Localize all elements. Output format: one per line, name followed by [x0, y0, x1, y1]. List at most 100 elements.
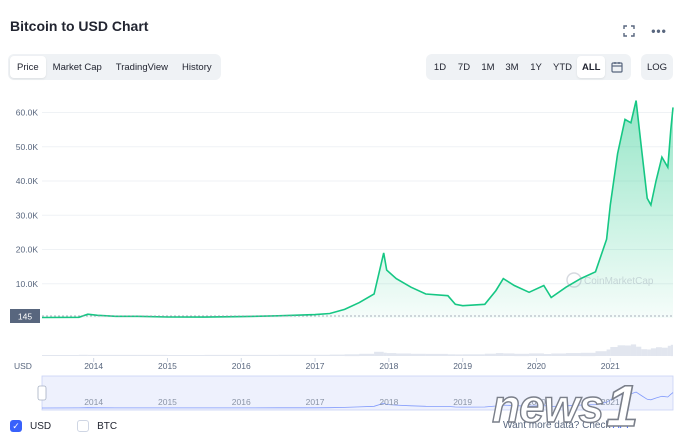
volume-bar — [630, 344, 637, 356]
x-tick-label: 2015 — [158, 361, 177, 371]
volume-bar — [514, 353, 530, 357]
range-3m-button[interactable]: 3M — [505, 61, 519, 73]
x-tick-label: 2019 — [453, 361, 472, 371]
price-chart[interactable]: 60.0K 50.0K 40.0K 30.0K 20.0K 10.0K 145 USD 2… — [0, 90, 680, 420]
volume-bar — [167, 355, 205, 356]
time-range-bar: 1D 7D 1M 3M 1Y YTD ALL — [426, 54, 632, 80]
volume-bar — [344, 354, 360, 357]
volume-bar — [606, 349, 611, 356]
currency-label: USD — [14, 361, 32, 371]
x-tick-label: 2014 — [84, 361, 103, 371]
current-price-label: 145 — [18, 312, 32, 322]
volume-bar — [529, 353, 544, 356]
x-axis-labels: 2014 2015 2016 2017 2018 2019 2020 2021 — [84, 358, 620, 371]
legend-usd-label: USD — [30, 420, 52, 432]
navigator-year-label: 2017 — [306, 397, 325, 407]
tab-market-cap[interactable]: Market Cap — [52, 61, 102, 73]
range-ytd-button[interactable]: YTD — [553, 61, 572, 73]
volume-bar — [650, 348, 657, 356]
y-tick-label: 50.0K — [16, 142, 39, 152]
navigator-year-label: 2016 — [232, 397, 251, 407]
volume-bar — [656, 347, 662, 356]
navigator-track[interactable] — [42, 376, 673, 410]
y-axis-labels: 60.0K 50.0K 40.0K 30.0K 20.0K 10.0K — [16, 108, 39, 289]
x-tick-label: 2018 — [379, 361, 398, 371]
navigator-left-handle[interactable] — [37, 385, 47, 401]
volume-bar — [42, 355, 79, 356]
legend-usd-toggle[interactable]: ✓ USD — [10, 420, 51, 432]
calendar-icon-glyph — [611, 62, 624, 73]
x-tick-label: 2020 — [527, 361, 546, 371]
watermark-logo: CoinMarketCap — [566, 272, 654, 288]
volume-bar — [551, 353, 566, 356]
volume-bar — [641, 349, 648, 356]
navigator-line — [41, 391, 674, 409]
chart-tab-bar: Price Market Cap TradingView History — [8, 54, 221, 80]
volume-bar — [241, 354, 279, 356]
range-1m-button[interactable]: 1M — [481, 61, 495, 73]
api-note-text: Want more data? Check — [503, 420, 611, 431]
volume-bar — [359, 353, 375, 356]
volume-bar — [667, 345, 671, 356]
navigator-year-label: 2015 — [158, 397, 177, 407]
tab-price[interactable]: Price — [10, 56, 46, 78]
grid-lines — [42, 112, 673, 285]
range-1d-button[interactable]: 1D — [433, 61, 447, 73]
range-1y-button[interactable]: 1Y — [530, 61, 542, 73]
checkbox-unchecked-icon[interactable] — [77, 420, 90, 432]
volume-bar — [115, 354, 138, 356]
x-tick-label: 2017 — [306, 361, 325, 371]
x-tick-label: 2016 — [232, 361, 251, 371]
expand-icon-glyph — [623, 25, 635, 37]
volume-bar — [566, 353, 581, 356]
volume-bar — [636, 346, 642, 356]
checkbox-checked-icon[interactable]: ✓ — [10, 420, 22, 432]
volume-bar — [396, 353, 411, 356]
volume-bar — [411, 353, 426, 356]
volume-bar — [462, 354, 485, 356]
volume-bar — [455, 354, 463, 356]
y-tick-label: 30.0K — [16, 210, 39, 220]
current-price-badge — [10, 309, 40, 323]
legend-btc-label: BTC — [97, 420, 118, 432]
volume-bar — [374, 351, 384, 356]
series-legend: ✓ USD BTC — [10, 420, 143, 432]
range-7d-button[interactable]: 7D — [457, 61, 471, 73]
volume-bar — [383, 352, 387, 356]
expand-icon[interactable] — [620, 22, 638, 40]
volume-bar — [329, 354, 345, 356]
tab-tradingview[interactable]: TradingView — [115, 61, 169, 73]
log-scale-button[interactable]: LOG — [641, 54, 673, 80]
y-tick-label: 60.0K — [16, 108, 39, 118]
page-title: Bitcoin to USD Chart — [10, 18, 149, 34]
volume-bar — [503, 353, 515, 356]
volume-bars — [42, 344, 673, 357]
legend-btc-toggle[interactable]: BTC — [77, 420, 117, 432]
volume-bar — [204, 354, 242, 356]
navigator-year-labels: 2014 2015 2016 2017 2018 2019 2020 2021 — [84, 397, 620, 407]
price-area — [42, 100, 673, 318]
range-all-button[interactable]: ALL — [577, 56, 606, 78]
volume-bar — [97, 354, 116, 356]
more-options-icon[interactable]: ••• — [651, 24, 667, 38]
volume-bar — [661, 347, 668, 356]
calendar-icon[interactable] — [605, 56, 629, 78]
navigator-year-label: 2018 — [379, 397, 398, 407]
volume-bar — [315, 354, 330, 356]
volume-bar — [617, 345, 625, 356]
volume-bar — [386, 353, 397, 356]
tab-history[interactable]: History — [182, 61, 212, 73]
volume-bar — [447, 354, 456, 356]
navigator-year-label: 2021 — [601, 397, 620, 407]
y-tick-label: 20.0K — [16, 245, 39, 255]
volume-bar — [670, 344, 673, 357]
y-tick-label: 10.0K — [16, 279, 39, 289]
navigator-year-label: 2019 — [453, 397, 472, 407]
volume-bar — [137, 354, 168, 356]
svg-text:1: 1 — [606, 374, 638, 436]
api-link[interactable]: API — [612, 420, 629, 431]
volume-bar — [78, 354, 88, 356]
volume-bar — [278, 354, 316, 356]
volume-bar — [610, 347, 618, 356]
watermark-text: CoinMarketCap — [584, 276, 654, 287]
